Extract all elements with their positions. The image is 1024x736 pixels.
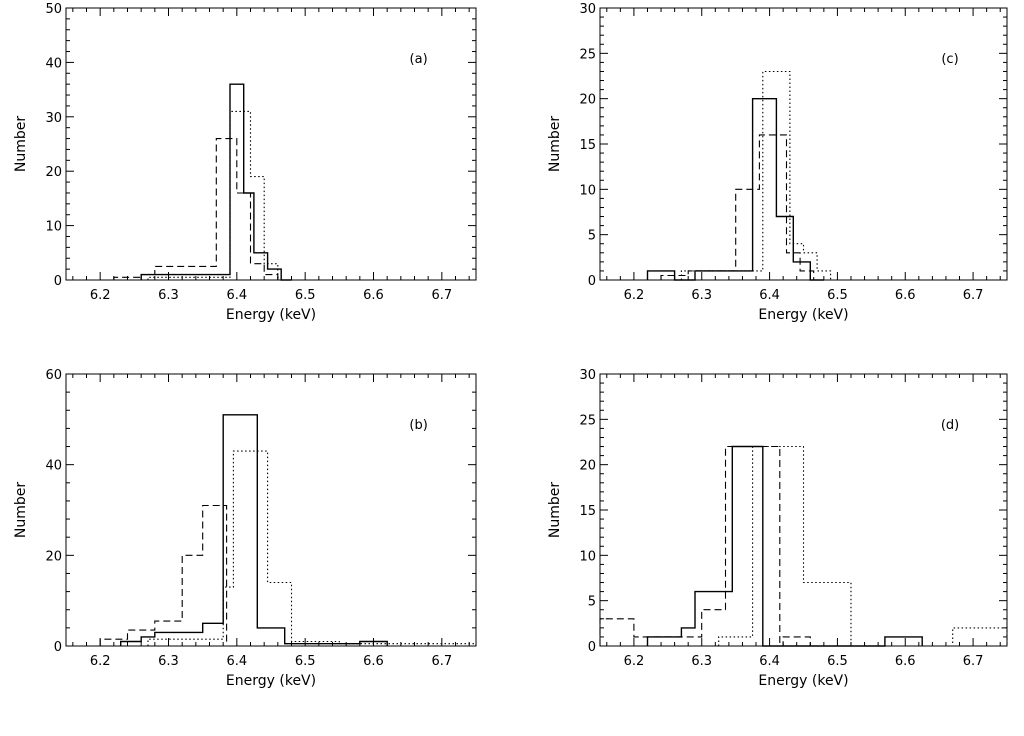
x-tick-label: 6.7 <box>963 288 984 303</box>
histogram-solid <box>646 98 824 281</box>
panel-3: 6.2 6.3 6.4 6.5 6.6 6.7 0 20 40 60 Energy (keV) Num… <box>13 368 477 689</box>
y-tick-label: 10 <box>579 549 596 564</box>
y-tick-label: 40 <box>45 459 62 474</box>
y-axis-label: Number <box>547 116 563 172</box>
x-tick-label: 6.2 <box>624 654 645 669</box>
x-tick-label: 6.4 <box>759 288 780 303</box>
y-tick-label: 20 <box>45 165 62 180</box>
x-tick-label: 6.6 <box>363 654 384 669</box>
panel-4: 6.2 6.3 6.4 6.5 6.6 6.7 0 5 10 15 20 25 30 Energy (ke… <box>547 368 1008 689</box>
x-tick-label: 6.2 <box>90 288 111 303</box>
panel-label: (d) <box>941 418 959 433</box>
x-tick-label: 6.4 <box>759 654 780 669</box>
x-tick-label: 6.5 <box>295 288 316 303</box>
x-tick-label: 6.5 <box>827 288 848 303</box>
y-tick-label: 25 <box>579 47 596 62</box>
x-tick-label: 6.4 <box>226 654 247 669</box>
y-tick-label: 60 <box>45 368 62 383</box>
histogram-solid <box>120 414 388 646</box>
y-tick-label: 0 <box>54 274 62 289</box>
x-tick-label: 6.7 <box>431 654 452 669</box>
y-tick-label: 20 <box>579 93 596 108</box>
histogram-dotted <box>147 110 292 281</box>
x-tick-label: 6.7 <box>431 288 452 303</box>
y-tick-label: 0 <box>588 640 596 655</box>
y-tick-label: 15 <box>579 138 596 153</box>
x-tick-label: 6.5 <box>295 654 316 669</box>
x-tick-label: 6.5 <box>827 654 848 669</box>
x-tick-label: 6.4 <box>226 288 247 303</box>
y-tick-label: 50 <box>45 2 62 17</box>
y-axis-label: Number <box>547 482 563 538</box>
plot-frame <box>65 7 477 281</box>
x-tick-label: 6.3 <box>691 654 712 669</box>
y-tick-label: 5 <box>588 229 596 244</box>
x-tick-label: 6.2 <box>90 654 111 669</box>
y-tick-label: 30 <box>579 2 596 17</box>
y-tick-label: 0 <box>54 640 62 655</box>
y-tick-label: 10 <box>45 220 62 235</box>
panel-1: 6.2 6.3 6.4 6.5 6.6 6.7 0 10 20 30 40 50 Energy (keV… <box>13 2 477 323</box>
y-tick-label: 40 <box>45 56 62 71</box>
histogram-dotted <box>718 445 1008 647</box>
y-tick-label: 30 <box>579 368 596 383</box>
y-tick-label: 20 <box>579 459 596 474</box>
histogram-dashed <box>660 134 815 280</box>
x-tick-label: 6.6 <box>895 288 916 303</box>
x-tick-label: 6.2 <box>624 288 645 303</box>
x-axis-label: Energy (keV) <box>226 307 316 323</box>
y-tick-label: 30 <box>45 111 62 126</box>
histogram-dashed <box>113 138 285 281</box>
x-tick-label: 6.6 <box>895 654 916 669</box>
panel-label: (a) <box>410 52 428 67</box>
x-tick-label: 6.3 <box>691 288 712 303</box>
histogram-dotted <box>680 70 832 280</box>
x-axis-label: Energy (keV) <box>226 673 316 689</box>
panel-label: (c) <box>941 52 958 67</box>
panel-2: 6.2 6.3 6.4 6.5 6.6 6.7 0 5 10 15 20 25 30 Energy (ke… <box>547 2 1008 323</box>
y-tick-label: 20 <box>45 549 62 564</box>
x-tick-label: 6.3 <box>158 654 179 669</box>
y-tick-label: 25 <box>579 413 596 428</box>
x-axis-label: Energy (keV) <box>758 673 848 689</box>
histogram-dashed <box>99 504 248 647</box>
x-tick-label: 6.7 <box>963 654 984 669</box>
y-tick-label: 10 <box>579 183 596 198</box>
y-tick-label: 0 <box>588 274 596 289</box>
histogram-dashed <box>599 445 818 647</box>
plot-frame <box>65 373 477 647</box>
x-tick-label: 6.3 <box>158 288 179 303</box>
panel-label: (b) <box>409 418 427 433</box>
x-tick-label: 6.6 <box>363 288 384 303</box>
y-tick-label: 15 <box>579 504 596 519</box>
x-axis-label: Energy (keV) <box>758 307 848 323</box>
y-axis-label: Number <box>13 116 29 172</box>
y-axis-label: Number <box>13 482 29 538</box>
histogram-solid <box>646 445 923 647</box>
y-tick-label: 5 <box>588 595 596 610</box>
